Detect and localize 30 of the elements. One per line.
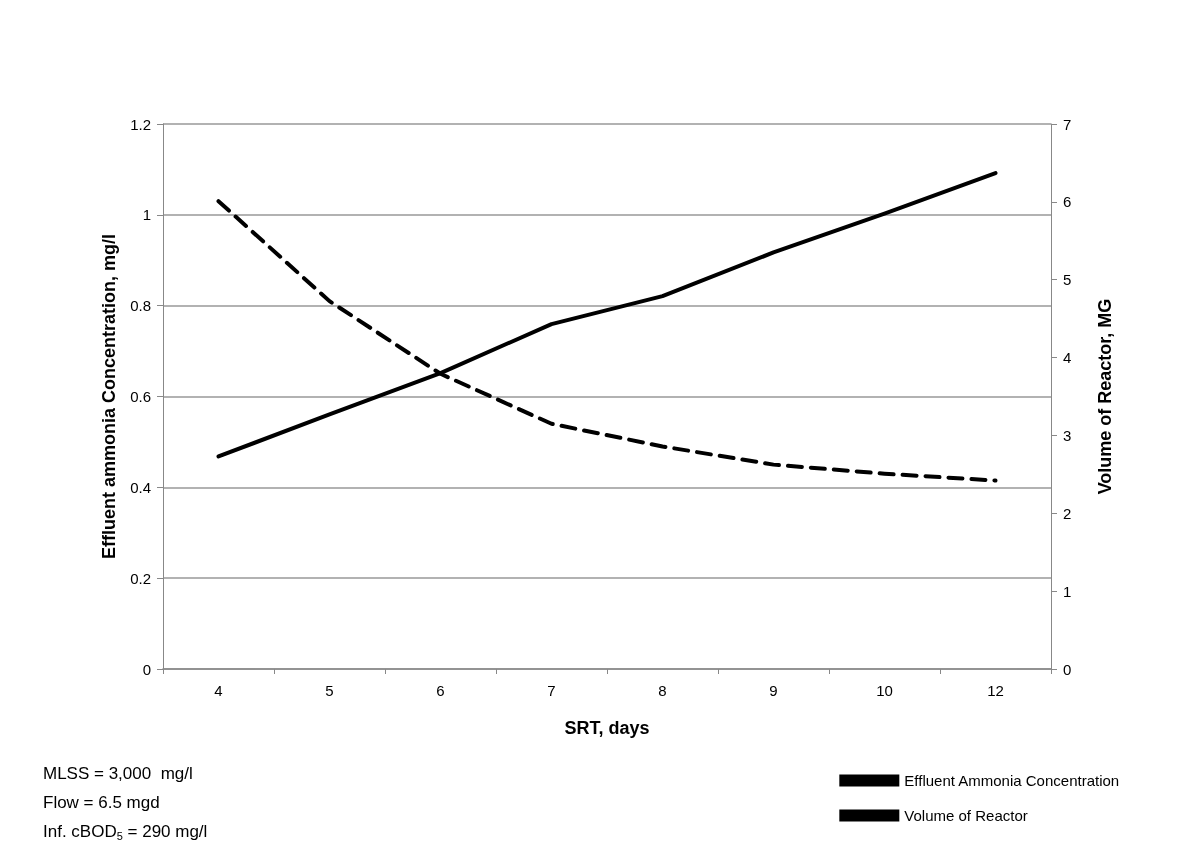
x-tick-label: 10 — [876, 682, 893, 699]
y-tick-label: 1.2 — [130, 115, 151, 133]
y2-tick-label: 0 — [1063, 660, 1072, 678]
y2-tick-label: 5 — [1063, 271, 1072, 289]
legend-label: Volume of Reactor — [904, 807, 1028, 824]
x-tick-label: 8 — [658, 682, 667, 699]
y2-tick-label: 4 — [1063, 349, 1072, 367]
legend-label: Effluent Ammonia Concentration — [904, 772, 1120, 789]
y-tick-label: 0.6 — [130, 388, 151, 405]
x-axis-title: SRT, days — [564, 718, 650, 738]
y2-tick-label: 7 — [1063, 115, 1072, 133]
y2-axis-title: Volume of Reactor, MG — [1095, 298, 1115, 495]
text: Flow = 6.5 mgd — [43, 793, 160, 812]
y2-tick-label: 2 — [1063, 504, 1072, 522]
y-tick-label: 0 — [142, 660, 151, 678]
x-tick-label: 12 — [987, 682, 1004, 699]
y-tick-label: 0.8 — [130, 297, 151, 315]
x-tick-label: 5 — [325, 682, 334, 699]
text: MLSS = 3,000 mg/l — [43, 764, 193, 783]
y2-tick-label: 6 — [1063, 193, 1072, 211]
y-axis-title: Effluent ammonia Concentration, mg/l — [99, 233, 119, 560]
y2-tick-label: 3 — [1063, 426, 1072, 444]
y2-tick-label: 1 — [1063, 582, 1072, 600]
x-tick-label: 7 — [547, 682, 556, 699]
x-tick-label: 4 — [214, 682, 223, 699]
x-tick-label: 9 — [769, 682, 778, 699]
y-tick-label: 1 — [142, 206, 151, 224]
x-tick-label: 6 — [436, 682, 445, 699]
y-tick-label: 0.2 — [130, 569, 151, 587]
y-tick-label: 0.4 — [130, 478, 151, 496]
